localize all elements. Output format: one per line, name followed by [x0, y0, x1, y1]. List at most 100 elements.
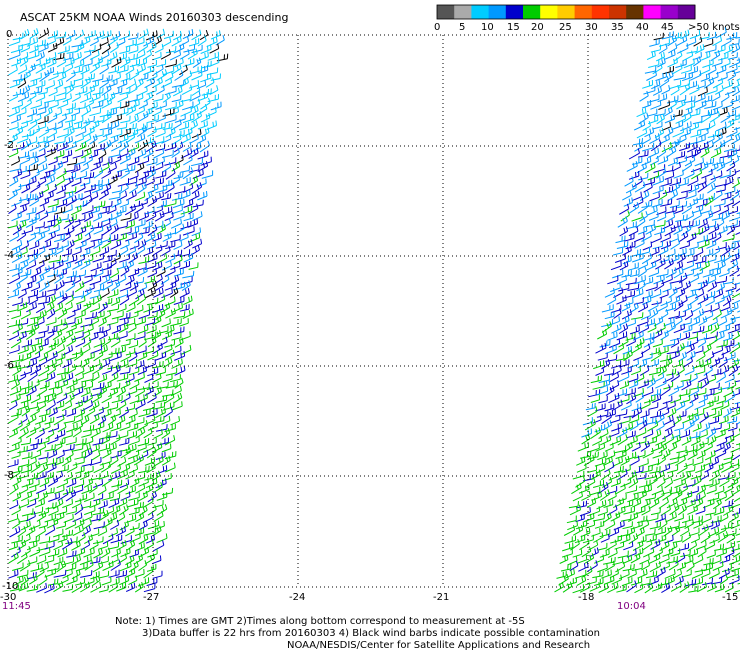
wind-barb: [102, 517, 113, 529]
wind-barb: [196, 80, 207, 90]
wind-barb: [53, 191, 66, 201]
wind-barb: [101, 168, 112, 179]
wind-barb: [47, 392, 57, 403]
wind-barb: [632, 288, 644, 299]
wind-barb: [637, 266, 647, 278]
wind-barb: [171, 94, 182, 103]
wind-barb: [679, 83, 691, 96]
wind-barb: [721, 563, 732, 573]
wind-barb: [698, 128, 709, 138]
wind-barb: [171, 161, 181, 172]
wind-barb: [676, 35, 688, 47]
wind-barb: [74, 141, 87, 152]
wind-barb: [579, 507, 591, 517]
wind-barb: [706, 220, 717, 229]
wind-barb: [174, 337, 184, 348]
wind-barb: [712, 132, 723, 145]
wind-barb: [727, 324, 740, 334]
wind-barb: [147, 311, 158, 319]
wind-barb: [189, 91, 201, 102]
wind-barb: [153, 148, 165, 159]
wind-barb: [48, 381, 60, 391]
wind-barb: [687, 540, 698, 552]
wind-barb: [152, 106, 162, 117]
wind-barb: [697, 429, 708, 439]
wind-barb: [689, 29, 701, 40]
wind-barb: [697, 239, 710, 249]
wind-barb: [714, 543, 724, 551]
wind-barb: [726, 109, 737, 118]
wind-barb: [72, 399, 83, 411]
wind-barb: [718, 107, 728, 116]
wind-barb: [695, 256, 707, 265]
wind-barb: [62, 248, 72, 257]
wind-barb: [63, 471, 73, 482]
wind-barb: [664, 477, 674, 489]
wind-barb: [603, 499, 614, 508]
wind-barb: [111, 364, 121, 376]
wind-barb: [171, 35, 182, 47]
wind-barb: [726, 161, 736, 172]
wind-barb: [733, 71, 740, 75]
wind-barb: [183, 154, 193, 166]
wind-barb: [183, 182, 194, 193]
wind-barb: [35, 471, 47, 480]
wind-barb: [576, 456, 586, 466]
wind-barb: [626, 430, 636, 439]
wind-barb: [670, 333, 681, 342]
wind-barb: [156, 325, 169, 335]
wind-barb: [626, 336, 636, 347]
wind-barb: [676, 410, 687, 419]
wind-barb: [47, 549, 60, 558]
wind-barb: [124, 164, 136, 173]
wind-barb: [621, 309, 632, 320]
wind-barb: [170, 345, 182, 355]
wind-barb: [17, 78, 27, 89]
wind-barb: [645, 528, 656, 536]
wind-barb: [728, 57, 740, 68]
wind-barb: [84, 45, 96, 53]
wind-barb: [725, 242, 736, 250]
wind-barb: [93, 350, 104, 362]
wind-barb: [54, 93, 67, 102]
wind-barb: [726, 532, 736, 544]
wind-barb: [681, 220, 694, 228]
wind-barb: [21, 98, 32, 110]
wind-barb: [26, 511, 36, 522]
wind-barb: [48, 406, 58, 418]
wind-barb: [183, 295, 193, 306]
wind-barb: [18, 499, 30, 509]
wind-barb: [689, 108, 701, 117]
wind-barb: [654, 280, 665, 292]
wind-barb: [587, 465, 598, 473]
wind-barb: [689, 241, 699, 250]
wind-barb: [39, 477, 50, 488]
wind-barb: [137, 41, 149, 54]
wind-barb: [9, 163, 21, 172]
wind-barb: [658, 553, 670, 565]
wind-barb: [11, 100, 23, 110]
wind-barb: [56, 478, 69, 489]
wind-barb: [603, 456, 613, 466]
wind-barb: [110, 129, 123, 139]
wind-barb: [618, 283, 630, 292]
wind-barb: [17, 539, 27, 551]
wind-barb: [12, 73, 26, 82]
wind-barb: [79, 470, 90, 481]
wind-barb: [585, 520, 595, 529]
wind-barb: [108, 569, 120, 578]
wind-barb: [66, 575, 78, 586]
wind-barb: [137, 365, 147, 375]
wind-barb: [137, 57, 148, 67]
wind-barb: [655, 322, 666, 334]
wind-barb: [62, 358, 72, 369]
wind-barb: [188, 80, 199, 89]
wind-barb: [35, 526, 46, 538]
wind-barb: [26, 317, 39, 327]
wind-barb: [83, 436, 94, 446]
wind-barb: [729, 462, 740, 473]
wind-barb: [162, 232, 172, 242]
wind-barb: [152, 373, 162, 383]
wind-barb: [75, 86, 88, 96]
